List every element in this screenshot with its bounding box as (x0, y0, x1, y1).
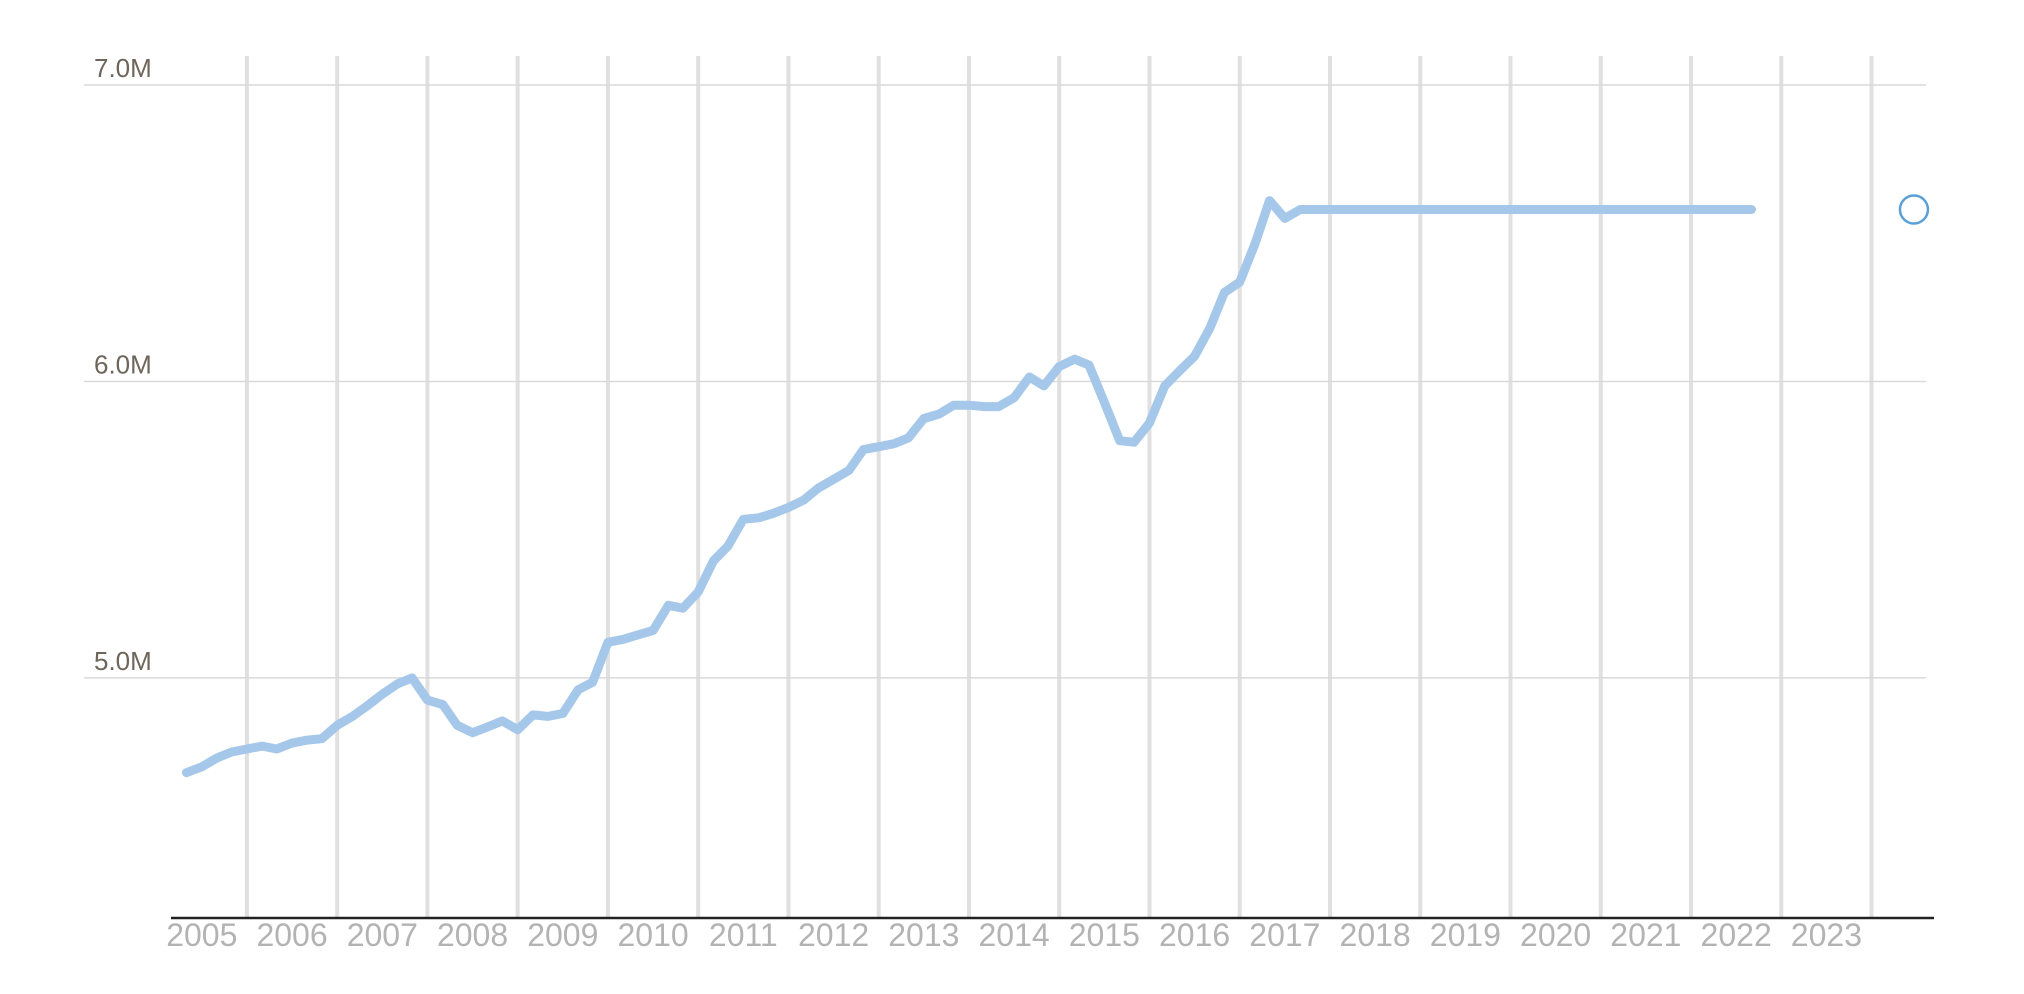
y-tick-label-7.0M: 7.0M (94, 53, 152, 83)
x-tick-label-2014: 2014 (978, 917, 1049, 953)
x-tick-label-2012: 2012 (798, 917, 869, 953)
x-tick-label-2019: 2019 (1430, 917, 1501, 953)
x-tick-label-2015: 2015 (1069, 917, 1140, 953)
x-tick-label-2013: 2013 (888, 917, 959, 953)
x-tick-label-2010: 2010 (617, 917, 688, 953)
x-tick-label-2009: 2009 (527, 917, 598, 953)
series-end-point-marker[interactable] (1898, 194, 1930, 225)
y-axis-tick-labels: 5.0M 6.0M 7.0M (94, 53, 152, 676)
x-tick-label-2022: 2022 (1701, 917, 1772, 953)
series-layer (181, 194, 1930, 778)
x-tick-label-2006: 2006 (256, 917, 327, 953)
x-tick-label-2018: 2018 (1340, 917, 1411, 953)
vertical-gridlines (244, 56, 1874, 918)
series-line-0 (181, 196, 1756, 778)
x-tick-label-2023: 2023 (1791, 917, 1862, 953)
x-tick-label-2020: 2020 (1520, 917, 1591, 953)
x-tick-label-2007: 2007 (347, 917, 418, 953)
x-tick-label-2021: 2021 (1610, 917, 1681, 953)
x-axis-tick-labels: 2005 2006 2007 2008 2009 2010 2011 2012 2013 2014… (166, 917, 1862, 953)
x-tick-label-2016: 2016 (1159, 917, 1230, 953)
x-tick-label-2008: 2008 (437, 917, 508, 953)
x-tick-label-2011: 2011 (709, 917, 778, 953)
x-tick-label-2017: 2017 (1249, 917, 1320, 953)
y-tick-label-5.0M: 5.0M (94, 646, 152, 676)
horizontal-gridlines (84, 84, 1926, 679)
x-tick-label-2005: 2005 (166, 917, 237, 953)
y-tick-label-6.0M: 6.0M (94, 349, 152, 379)
